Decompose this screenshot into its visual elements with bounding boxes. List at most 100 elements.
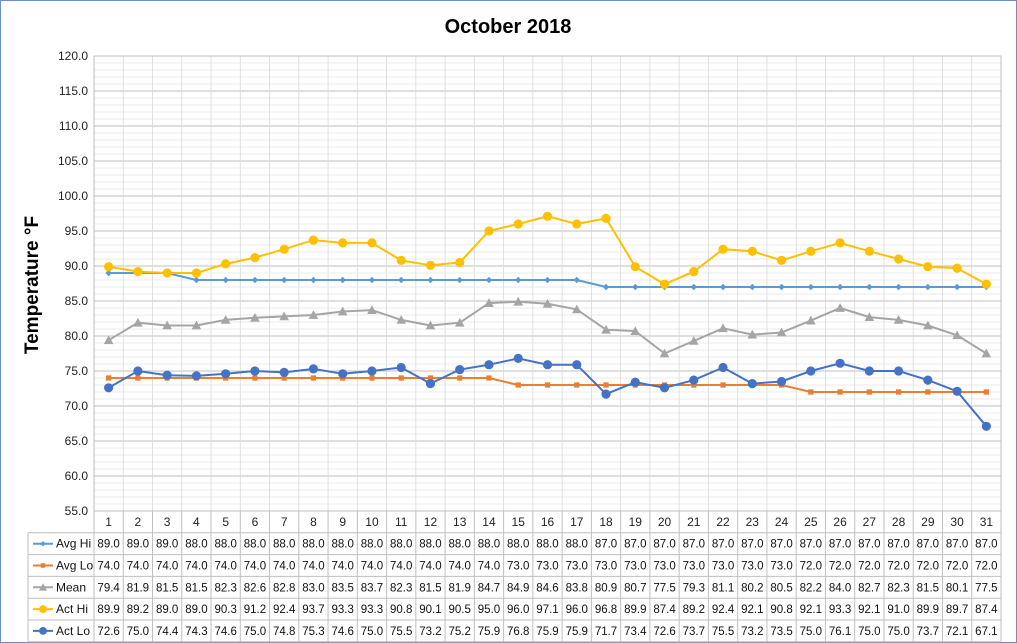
legend-key-marker [38,583,48,591]
data-point-avg-hi [427,276,434,284]
data-label-act-lo: 75.9 [536,626,558,638]
data-point-act-hi [367,238,377,248]
data-label-mean: 80.7 [624,582,646,594]
data-point-act-hi [455,257,465,268]
data-point-mean [484,298,494,307]
data-point-act-lo [981,421,991,431]
data-point-mean [952,330,962,340]
x-tick-label: 31 [980,515,994,529]
data-point-avg-lo [837,389,843,395]
plot-border [93,55,1002,512]
data-point-act-hi [981,279,991,289]
legend-key-marker [39,605,47,614]
data-label-act-hi: 87.4 [653,604,676,616]
data-label-act-hi: 87.4 [975,604,998,616]
data-label-avg-lo: 72.0 [800,561,822,573]
data-point-avg-lo [252,375,258,381]
legend-label: Avg Lo [56,559,93,573]
data-point-act-hi [864,246,874,256]
data-label-avg-lo: 72.0 [946,561,968,573]
data-label-avg-lo: 73.0 [741,561,763,573]
data-point-act-lo [923,375,933,385]
data-point-avg-lo [486,375,492,381]
data-point-act-lo [338,369,348,379]
data-point-act-lo [747,379,757,389]
data-label-act-lo: 74.3 [185,626,207,638]
data-point-act-lo [396,362,406,373]
data-label-avg-hi: 87.0 [858,539,880,551]
data-label-act-hi: 96.0 [566,604,588,616]
data-point-act-hi [279,244,289,254]
data-point-avg-hi [193,276,200,284]
x-tick-label: 23 [746,515,760,529]
data-point-act-hi [250,253,260,263]
data-point-avg-hi [690,283,697,291]
data-label-mean: 83.5 [331,582,353,594]
data-point-avg-hi [866,283,873,291]
data-label-act-hi: 92.4 [273,604,296,616]
data-point-act-hi [221,259,231,269]
data-point-avg-lo [281,375,287,381]
data-label-avg-hi: 88.0 [302,539,324,551]
data-label-avg-lo: 74.0 [97,561,119,573]
data-point-act-hi [513,219,523,229]
data-point-mean [893,315,904,324]
data-label-avg-hi: 87.0 [917,539,939,551]
data-point-act-lo [689,375,699,385]
y-tick-label: 65.0 [65,434,89,448]
data-label-act-hi: 92.1 [741,604,763,616]
data-point-avg-lo [427,375,434,381]
data-point-avg-lo [925,389,931,395]
data-label-act-hi: 89.0 [156,604,178,616]
data-point-act-lo [776,376,787,387]
data-label-avg-hi: 88.0 [449,539,471,551]
data-label-avg-hi: 87.0 [595,539,617,551]
data-point-avg-hi [924,283,932,291]
data-point-mean [220,315,231,324]
data-label-mean: 83.8 [566,582,588,594]
data-label-avg-hi: 88.0 [361,539,383,551]
x-tick-label: 12 [424,515,438,529]
data-point-mean [981,348,992,358]
x-tick-label: 6 [252,515,259,529]
data-point-avg-hi [895,283,902,291]
data-label-avg-hi: 88.0 [273,539,295,551]
data-label-mean: 81.5 [156,582,178,594]
data-point-act-lo [162,370,172,380]
data-point-avg-hi [515,276,522,284]
data-label-act-lo: 76.8 [507,626,529,638]
data-point-mean [659,348,670,358]
data-point-act-lo [250,366,260,376]
x-tick-label: 25 [804,515,818,529]
x-tick-label: 2 [135,515,142,529]
data-point-mean [601,324,611,334]
data-point-act-hi [572,219,582,229]
y-tick-label: 70.0 [65,399,89,413]
data-label-mean: 82.3 [887,582,909,594]
x-tick-label: 3 [164,515,171,529]
data-point-avg-hi [953,283,961,291]
data-label-act-lo: 74.4 [156,626,179,638]
data-label-mean: 82.3 [390,582,412,594]
legend-entry-avg-hi: Avg Hi [33,537,91,551]
data-label-act-lo: 75.0 [800,626,822,638]
data-label-act-hi: 92.1 [858,604,880,616]
x-tick-label: 18 [599,515,613,529]
data-point-act-lo [455,365,465,375]
data-point-avg-lo [720,382,726,388]
data-label-act-hi: 89.2 [127,604,149,616]
data-point-avg-hi [573,276,580,284]
data-point-act-lo [572,360,582,370]
data-point-avg-hi [485,276,493,284]
y-tick-labels: 55.0 60.0 65.0 70.0 75.0 80.0 85.0 90.0 95.0 100.… [58,49,88,518]
series-act-hi [104,211,991,289]
data-point-act-lo [659,383,670,393]
legend-label: Avg Hi [56,537,91,551]
data-point-mean [308,310,319,319]
data-point-act-lo [835,358,845,368]
data-label-act-lo: 75.3 [302,626,324,638]
data-point-mean [571,304,582,314]
data-point-act-lo [952,386,962,396]
data-label-mean: 84.7 [478,582,500,594]
